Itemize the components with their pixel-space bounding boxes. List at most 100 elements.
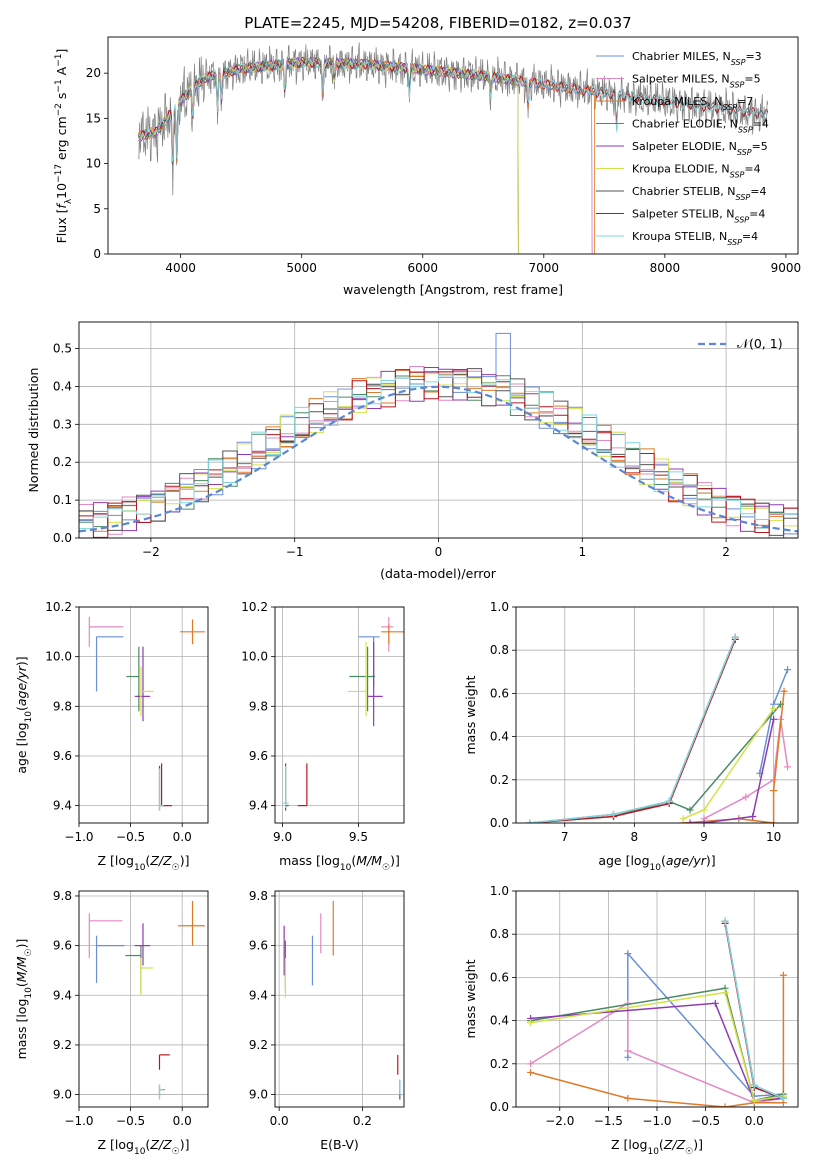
weight-marker [686, 819, 694, 823]
x-tick-label: 10 [766, 830, 781, 844]
y-tick-label: 9.4 [53, 988, 72, 1002]
weight-marker [679, 815, 687, 823]
weight-vs-age-panel: 7 8 9 10 0.0 0.2 0.4 0.6 0.8 1.0 age [log10(age/yr… [463, 600, 799, 873]
y-tick-label: 9.2 [53, 1038, 72, 1052]
x-tick-label: 0.2 [353, 1114, 372, 1128]
weight-series [526, 635, 739, 823]
residuals-panel: −2 −1 0 1 2 0.0 0.1 0.2 0.3 0.4 0.5 𝒩(0, 1) (data-mo… [26, 321, 799, 581]
plot-area [88, 900, 205, 1100]
errorbar-point [158, 1084, 164, 1100]
errorbar-point [381, 624, 404, 645]
y-tick-label: 0.2 [490, 1057, 509, 1071]
spectrum-ylabel: Flux [fλ10−17 erg cm−2 s−1 A−1] [54, 49, 74, 244]
weight-marker [721, 989, 729, 997]
errorbar-point [160, 763, 172, 807]
legend-entry: Salpeter ELODIE, NSSP=5 [632, 140, 768, 157]
errorbar-point [347, 641, 367, 717]
y-tick-label: 1.0 [490, 884, 509, 898]
errorbar-point [178, 900, 205, 946]
weight-marker [770, 776, 778, 784]
errorbar-point [381, 616, 394, 652]
spectrum-panel: 4000 5000 6000 7000 8000 9000 0 5 10 15 20 Chabrier… [54, 36, 802, 297]
panel-xlabel: age [log10(age/yr)] [598, 853, 715, 873]
x-tick-label: 0 [435, 545, 443, 559]
weight-marker [777, 700, 785, 708]
weight-marker [526, 819, 534, 823]
x-tick-label: 8 [631, 830, 639, 844]
panel-ylabel: mass weight [463, 675, 478, 754]
weight-marker [750, 1081, 758, 1089]
y-tick-label: 5 [93, 202, 101, 216]
y-tick-label: 10 [86, 157, 101, 171]
errorbar-point [125, 945, 142, 993]
axes-frame [78, 890, 209, 1108]
spectrum-xlabel: wavelength [Angstrom, rest frame] [343, 282, 563, 297]
figure-title: PLATE=2245, MJD=54208, FIBERID=0182, z=0… [244, 14, 631, 32]
x-tick-label: 0.0 [173, 830, 192, 844]
weight-marker [527, 1019, 535, 1027]
y-tick-label: 9.8 [53, 889, 72, 903]
residuals-ylabel: Normed distribution [26, 368, 41, 493]
x-tick-label: 7 [561, 830, 569, 844]
errorbar-point [95, 935, 125, 983]
spectrum-observed [137, 42, 769, 196]
errorbar-point [282, 765, 289, 809]
errorbar-point [358, 636, 380, 687]
y-tick-label: 20 [86, 66, 101, 80]
axes-frame [78, 606, 209, 824]
x-tick-label: 2 [722, 545, 730, 559]
x-tick-label: −0.5 [691, 1114, 720, 1128]
spectrum-legend: Chabrier MILES, NSSP=3 Salpeter MILES, NS… [596, 50, 769, 247]
weight-series [527, 999, 787, 1105]
plot-area [283, 900, 401, 1100]
spectrum-model-line [138, 57, 769, 163]
residual-histogram [79, 367, 798, 538]
y-tick-label: 15 [86, 111, 101, 125]
y-tick-label: 9.0 [53, 1088, 72, 1102]
weight-marker [784, 763, 792, 771]
mass-vs-extinction-panel: 0.0 0.2 9.0 9.2 9.4 9.6 9.8 E(B-V) [249, 889, 405, 1152]
weight-marker [624, 1047, 632, 1055]
panel-ylabel: mass [log10(M/M☉)] [14, 939, 34, 1060]
x-tick-label: 9000 [771, 261, 802, 275]
weight-marker [721, 1103, 729, 1107]
weight-marker [770, 819, 778, 823]
errorbar-point [134, 923, 151, 966]
weight-marker [780, 687, 788, 695]
weight-marker [742, 793, 750, 801]
y-tick-label: 0 [93, 247, 101, 261]
panel-ylabel: mass weight [463, 959, 478, 1038]
panel-xlabel: Z [log10(Z/Z☉)] [611, 1137, 703, 1157]
x-tick-label: 0.0 [745, 1114, 764, 1128]
errorbar-point [367, 641, 383, 727]
panel-ylabel: age [log10(age/yr)] [14, 656, 34, 773]
weight-marker [770, 705, 778, 713]
plot-area [137, 42, 769, 254]
y-tick-label: 9.6 [249, 749, 268, 763]
y-tick-label: 0.1 [53, 493, 72, 507]
weight-marker [770, 787, 778, 795]
age-vs-mass-panel: 9.0 9.5 9.4 9.6 9.8 10.0 10.2 mass [log10(M/M☉)… [241, 600, 405, 873]
x-tick-label: −1 [286, 545, 304, 559]
y-tick-label: 0.8 [490, 927, 509, 941]
legend-entry: Kroupa ELODIE, NSSP=4 [632, 163, 761, 180]
legend-entry: Chabrier MILES, NSSP=3 [632, 50, 762, 67]
weight-vs-metallicity-panel: −2.0 −1.5 −1.0 −0.5 0.0 0.0 0.2 0.4 0.6 0.8 1.0 Z [… [463, 884, 799, 1157]
x-tick-label: −1.0 [64, 1114, 93, 1128]
x-tick-label: −1.0 [64, 830, 93, 844]
errorbar-point [126, 646, 140, 712]
y-tick-label: 9.6 [53, 749, 72, 763]
y-tick-label: 0.4 [490, 1014, 509, 1028]
errorbar-point [297, 763, 308, 807]
age-vs-metallicity-panel: −1.0 −0.5 0.0 9.4 9.6 9.8 10.0 10.2 Z [log10(Z/Z… [14, 600, 209, 873]
errorbar-point [349, 646, 376, 712]
residuals-xlabel: (data-model)/error [380, 566, 497, 581]
residual-histogram [79, 373, 798, 538]
errorbar-point [88, 616, 124, 647]
y-tick-label: 9.8 [249, 889, 268, 903]
y-tick-label: 0.6 [490, 686, 509, 700]
weight-marker [527, 1068, 535, 1076]
normal-reference-curve [79, 385, 798, 533]
y-tick-label: 10.2 [241, 600, 268, 614]
y-tick-label: 0.5 [53, 342, 72, 356]
